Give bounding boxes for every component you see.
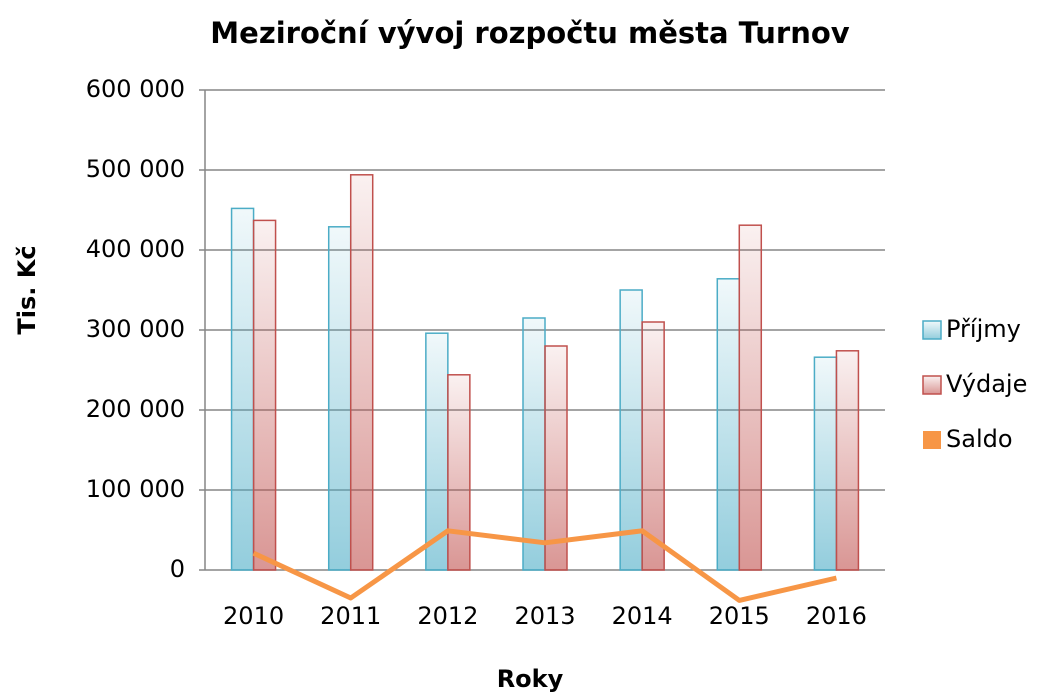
x-tick-label: 2013	[514, 602, 575, 630]
y-tick-label: 500 000	[86, 155, 185, 183]
legend-label: Výdaje	[946, 370, 1027, 398]
x-tick-label: 2010	[223, 602, 284, 630]
bar	[738, 224, 763, 571]
y-tick-label: 600 000	[86, 75, 185, 103]
x-tick-label: 2011	[320, 602, 381, 630]
bar	[641, 321, 665, 571]
bar	[447, 374, 471, 571]
bar	[230, 207, 255, 571]
x-tick-label: 2016	[806, 602, 867, 630]
bar	[835, 350, 860, 571]
y-tick-label: 0	[170, 555, 185, 583]
line	[252, 528, 837, 603]
bar	[544, 345, 568, 571]
bar	[716, 278, 741, 571]
legend-swatch	[923, 431, 941, 449]
chart-title: Meziroční vývoj rozpočtu města Turnov	[210, 16, 849, 50]
x-axis-label: Roky	[497, 665, 564, 693]
y-tick-label: 300 000	[86, 315, 185, 343]
bar	[619, 289, 643, 571]
y-tick-label: 400 000	[86, 235, 185, 263]
x-tick-label: 2012	[417, 602, 478, 630]
legend-swatch	[922, 375, 942, 395]
legend-label: Saldo	[946, 425, 1013, 453]
y-axis-label: Tis. Kč	[13, 245, 41, 334]
legend-swatch	[922, 320, 942, 340]
x-tick-label: 2014	[612, 602, 673, 630]
bar	[522, 317, 546, 571]
legend-label: Příjmy	[946, 315, 1021, 343]
bar	[349, 174, 374, 571]
x-tick-label: 2015	[709, 602, 770, 630]
bar	[252, 219, 277, 571]
bar	[327, 226, 352, 571]
y-tick-label: 200 000	[86, 395, 185, 423]
y-tick-label: 100 000	[86, 475, 185, 503]
bar	[813, 356, 838, 571]
